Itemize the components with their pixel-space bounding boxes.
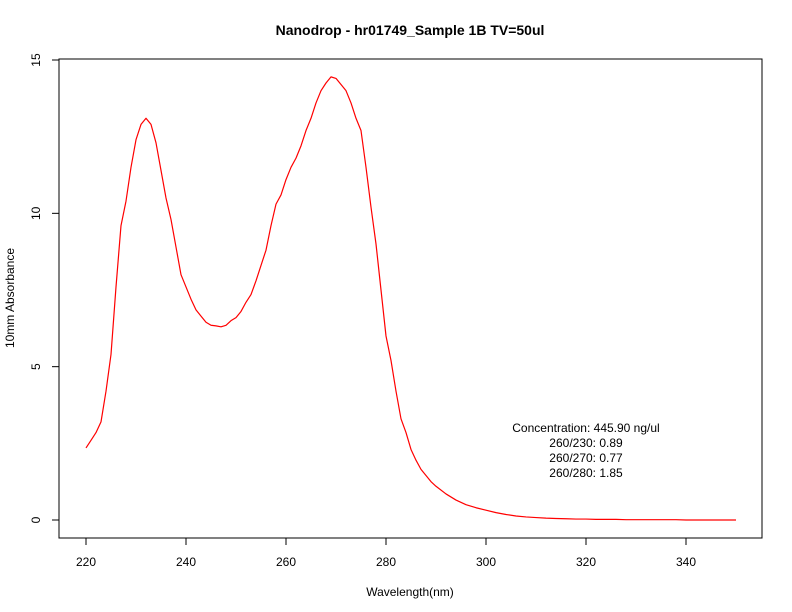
y-tick-label: 10 (29, 206, 43, 220)
x-tick-label: 260 (276, 555, 296, 569)
y-axis-label: 10mm Absorbance (3, 248, 17, 348)
y-tick-label: 0 (29, 516, 43, 523)
x-axis-label: Wavelength(nm) (366, 585, 454, 599)
x-tick-label: 280 (376, 555, 396, 569)
annotation-ratio-260-230: 260/230: 0.89 (549, 436, 623, 450)
plot-frame (58, 58, 763, 539)
chart-title: Nanodrop - hr01749_Sample 1B TV=50ul (276, 22, 545, 38)
annotation-ratio-260-270: 260/270: 0.77 (549, 451, 623, 465)
x-tick-label: 220 (76, 555, 96, 569)
x-tick-label: 300 (476, 555, 496, 569)
series-layer (85, 76, 736, 521)
y-tick-label: 15 (29, 53, 43, 67)
concentration-annotation: Concentration: 445.90 ng/ul 260/230: 0.8… (512, 421, 659, 480)
annotation-concentration: Concentration: 445.90 ng/ul (512, 421, 659, 435)
x-tick-label: 240 (176, 555, 196, 569)
x-axis: 220 240 260 280 300 320 340 (76, 537, 696, 569)
y-axis: 0 5 10 15 (29, 53, 60, 523)
annotation-ratio-260-280: 260/280: 1.85 (549, 466, 623, 480)
absorbance-series-line (85, 76, 736, 521)
x-tick-label: 320 (576, 555, 596, 569)
y-tick-label: 5 (29, 363, 43, 370)
x-tick-label: 340 (676, 555, 696, 569)
